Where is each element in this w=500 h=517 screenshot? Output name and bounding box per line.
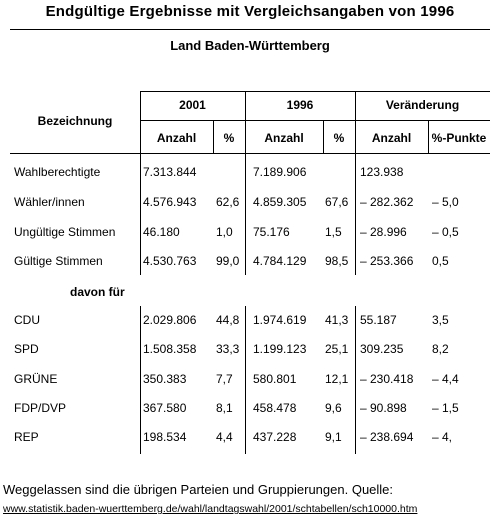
- table-subtitle: Land Baden-Württemberg: [170, 38, 330, 53]
- cell-anzahl-2001: 4.576.943: [143, 195, 197, 209]
- table-line: [245, 153, 246, 275]
- cell-punkte: 8,2: [432, 342, 449, 356]
- table-line: [355, 91, 356, 153]
- cell-anzahl-2001: 4.530.763: [143, 254, 197, 268]
- cell-punkte: 0,5: [432, 254, 449, 268]
- cell-pct-1996: 1,5: [325, 225, 342, 239]
- table-line: [245, 91, 246, 153]
- cell-anzahl-1996: 75.176: [253, 225, 290, 239]
- table-line: [245, 306, 246, 454]
- table-line: [140, 91, 141, 153]
- cell-punkte: 3,5: [432, 313, 449, 327]
- cell-anzahl-diff: – 238.694: [360, 430, 414, 444]
- cell-pct-2001: 33,3: [216, 342, 240, 356]
- cell-pct-1996: 12,1: [325, 372, 349, 386]
- column-header-veraenderung: Veränderung: [385, 98, 460, 112]
- column-header-1996: 1996: [286, 98, 314, 112]
- cell-pct-1996: 67,6: [325, 195, 349, 209]
- column-header-pct-1996: %: [333, 131, 345, 145]
- cell-anzahl-diff: – 230.418: [360, 372, 414, 386]
- cell-pct-1996: 9,1: [325, 430, 342, 444]
- cell-anzahl-1996: 437.228: [253, 430, 297, 444]
- cell-punkte: – 4,: [432, 430, 453, 444]
- source-link[interactable]: www.statistik.baden-wuerttemberg.de/wahl…: [3, 503, 418, 515]
- cell-anzahl-2001: 2.029.806: [143, 313, 197, 327]
- cell-punkte: – 4,4: [432, 372, 459, 386]
- cell-pct-1996: 41,3: [325, 313, 349, 327]
- cell-anzahl-1996: 1.199.123: [253, 342, 307, 356]
- party-label: CDU: [14, 313, 40, 327]
- cell-pct-1996: 9,6: [325, 401, 342, 415]
- column-header-bezeichnung: Bezeichnung: [37, 114, 113, 128]
- cell-anzahl-diff: – 282.362: [360, 195, 414, 209]
- cell-anzahl-diff: 309.235: [360, 342, 404, 356]
- cell-anzahl-1996: 7.189.906: [253, 165, 307, 179]
- table-line: [140, 153, 141, 275]
- cell-anzahl-diff: 55.187: [360, 313, 397, 327]
- row-label: Wahlberechtigte: [14, 165, 101, 179]
- column-header-anzahl-diff: Anzahl: [371, 131, 412, 145]
- cell-anzahl-diff: – 90.898: [360, 401, 407, 415]
- cell-pct-2001: 7,7: [216, 372, 233, 386]
- row-label: Gültige Stimmen: [14, 254, 103, 268]
- table-line: [355, 153, 356, 275]
- column-header-pct-2001: %: [223, 131, 235, 145]
- column-header-anzahl-1996: Anzahl: [264, 131, 304, 145]
- table-line: [10, 153, 490, 154]
- column-header-2001: 2001: [179, 98, 206, 112]
- cell-anzahl-2001: 350.383: [143, 372, 187, 386]
- column-header-punkte: %-Punkte: [431, 131, 487, 145]
- table-line: [140, 120, 490, 121]
- party-label: REP: [14, 430, 39, 444]
- cell-anzahl-2001: 7.313.844: [143, 165, 197, 179]
- party-label: GRÜNE: [14, 372, 58, 386]
- cell-anzahl-2001: 367.580: [143, 401, 187, 415]
- table-line: [355, 306, 356, 454]
- cell-punkte: – 0,5: [432, 225, 459, 239]
- table-line: [140, 91, 490, 92]
- cell-anzahl-diff: 123.938: [360, 165, 404, 179]
- cell-anzahl-1996: 1.974.619: [253, 313, 307, 327]
- cell-punkte: – 1,5: [432, 401, 459, 415]
- cell-pct-1996: 25,1: [325, 342, 349, 356]
- cell-anzahl-1996: 580.801: [253, 372, 297, 386]
- cell-pct-2001: 1,0: [216, 225, 233, 239]
- cell-punkte: – 5,0: [432, 195, 459, 209]
- table-line: [323, 120, 324, 153]
- cell-anzahl-diff: – 28.996: [360, 225, 407, 239]
- divider: [10, 29, 490, 30]
- table-line: [140, 306, 141, 454]
- cell-anzahl-1996: 458.478: [253, 401, 297, 415]
- cell-pct-2001: 99,0: [216, 254, 240, 268]
- party-label: FDP/DVP: [14, 401, 67, 415]
- page-title: Endgültige Ergebnisse mit Vergleichsanga…: [45, 3, 455, 20]
- row-label: Wähler/innen: [14, 195, 85, 209]
- cell-anzahl-diff: – 253.366: [360, 254, 414, 268]
- cell-anzahl-2001: 46.180: [143, 225, 180, 239]
- cell-pct-2001: 44,8: [216, 313, 240, 327]
- cell-anzahl-1996: 4.859.305: [253, 195, 307, 209]
- cell-pct-2001: 4,4: [216, 430, 233, 444]
- party-label: SPD: [14, 342, 39, 356]
- cell-anzahl-1996: 4.784.129: [253, 254, 307, 268]
- row-label: Ungültige Stimmen: [14, 225, 116, 239]
- footer-note: Weggelassen sind die übrigen Parteien un…: [3, 482, 394, 497]
- cell-pct-2001: 62,6: [216, 195, 240, 209]
- section-label-davon: davon für: [70, 285, 125, 299]
- table-line: [213, 120, 214, 153]
- cell-anzahl-2001: 1.508.358: [143, 342, 197, 356]
- cell-anzahl-2001: 198.534: [143, 430, 187, 444]
- column-header-anzahl-2001: Anzahl: [156, 131, 197, 145]
- table-line: [428, 120, 429, 153]
- cell-pct-2001: 8,1: [216, 401, 233, 415]
- cell-pct-1996: 98,5: [325, 254, 349, 268]
